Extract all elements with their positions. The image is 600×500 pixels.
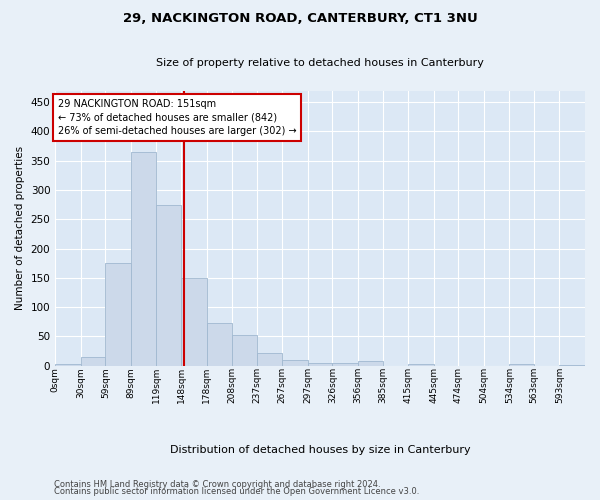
Bar <box>257 352 282 366</box>
Text: Contains HM Land Registry data © Crown copyright and database right 2024.: Contains HM Land Registry data © Crown c… <box>54 480 380 489</box>
Bar <box>106 263 131 366</box>
Bar <box>206 324 232 366</box>
Bar <box>358 361 383 366</box>
X-axis label: Distribution of detached houses by size in Canterbury: Distribution of detached houses by size … <box>170 445 470 455</box>
Bar <box>131 152 157 366</box>
Bar <box>559 365 585 366</box>
Title: Size of property relative to detached houses in Canterbury: Size of property relative to detached ho… <box>156 58 484 68</box>
Bar <box>157 204 181 366</box>
Bar <box>509 364 534 366</box>
Y-axis label: Number of detached properties: Number of detached properties <box>15 146 25 310</box>
Bar <box>408 364 434 366</box>
Text: 29, NACKINGTON ROAD, CANTERBURY, CT1 3NU: 29, NACKINGTON ROAD, CANTERBURY, CT1 3NU <box>122 12 478 26</box>
Bar <box>332 362 358 366</box>
Bar <box>232 334 257 366</box>
Text: 29 NACKINGTON ROAD: 151sqm
← 73% of detached houses are smaller (842)
26% of sem: 29 NACKINGTON ROAD: 151sqm ← 73% of deta… <box>58 100 296 136</box>
Bar <box>181 278 206 366</box>
Bar <box>282 360 308 366</box>
Text: Contains public sector information licensed under the Open Government Licence v3: Contains public sector information licen… <box>54 487 419 496</box>
Bar <box>308 362 332 366</box>
Bar <box>55 364 80 366</box>
Bar <box>80 357 106 366</box>
